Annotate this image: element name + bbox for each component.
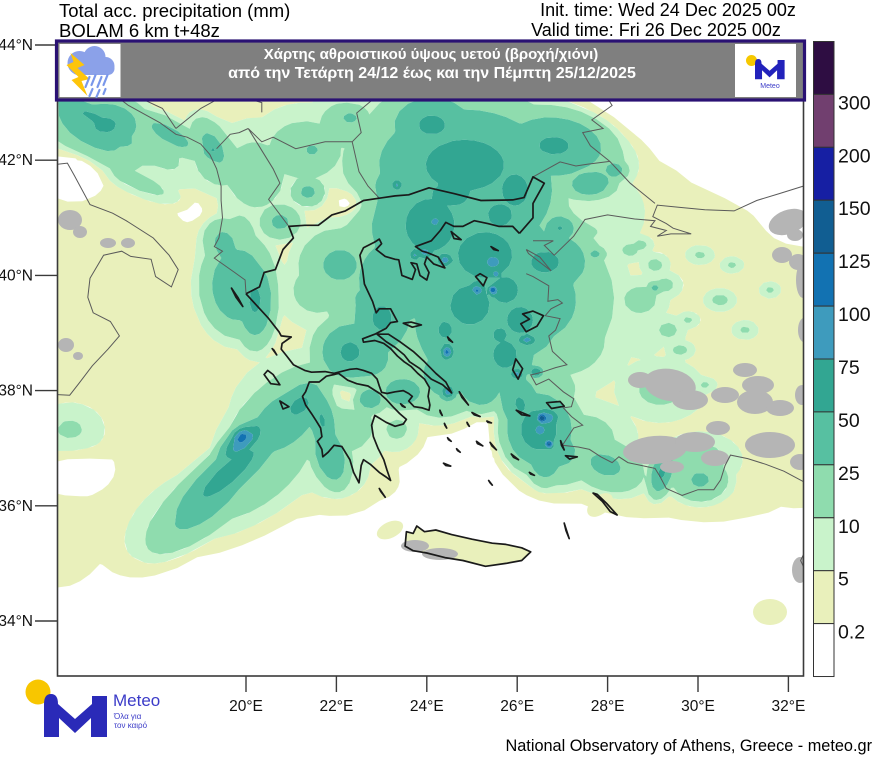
svg-text:28°E: 28°E [591,698,625,715]
svg-text:30°E: 30°E [681,698,715,715]
svg-text:125: 125 [838,251,871,273]
svg-text:50: 50 [838,410,860,432]
svg-text:Meteo: Meteo [760,83,780,90]
svg-text:100: 100 [838,304,871,326]
svg-text:τον καιρό: τον καιρό [114,721,148,730]
svg-text:75: 75 [838,357,860,379]
svg-text:300: 300 [838,92,871,114]
svg-text:Όλα για: Όλα για [113,712,142,721]
svg-text:26°E: 26°E [500,698,534,715]
svg-text:32°E: 32°E [772,698,806,715]
svg-text:34°N: 34°N [0,613,33,630]
svg-text:24°E: 24°E [410,698,444,715]
svg-text:38°N: 38°N [0,383,33,400]
svg-text:44°N: 44°N [0,37,33,54]
svg-text:36°N: 36°N [0,498,33,515]
svg-text:42°N: 42°N [0,152,33,169]
svg-text:150: 150 [838,198,871,220]
svg-text:Meteo: Meteo [113,691,160,710]
svg-text:200: 200 [838,145,871,167]
svg-text:22°E: 22°E [320,698,354,715]
svg-text:25: 25 [838,463,860,485]
svg-text:40°N: 40°N [0,267,33,284]
svg-text:20°E: 20°E [229,698,263,715]
svg-text:5: 5 [838,569,849,591]
svg-text:10: 10 [838,516,860,538]
svg-text:0.2: 0.2 [838,622,865,644]
